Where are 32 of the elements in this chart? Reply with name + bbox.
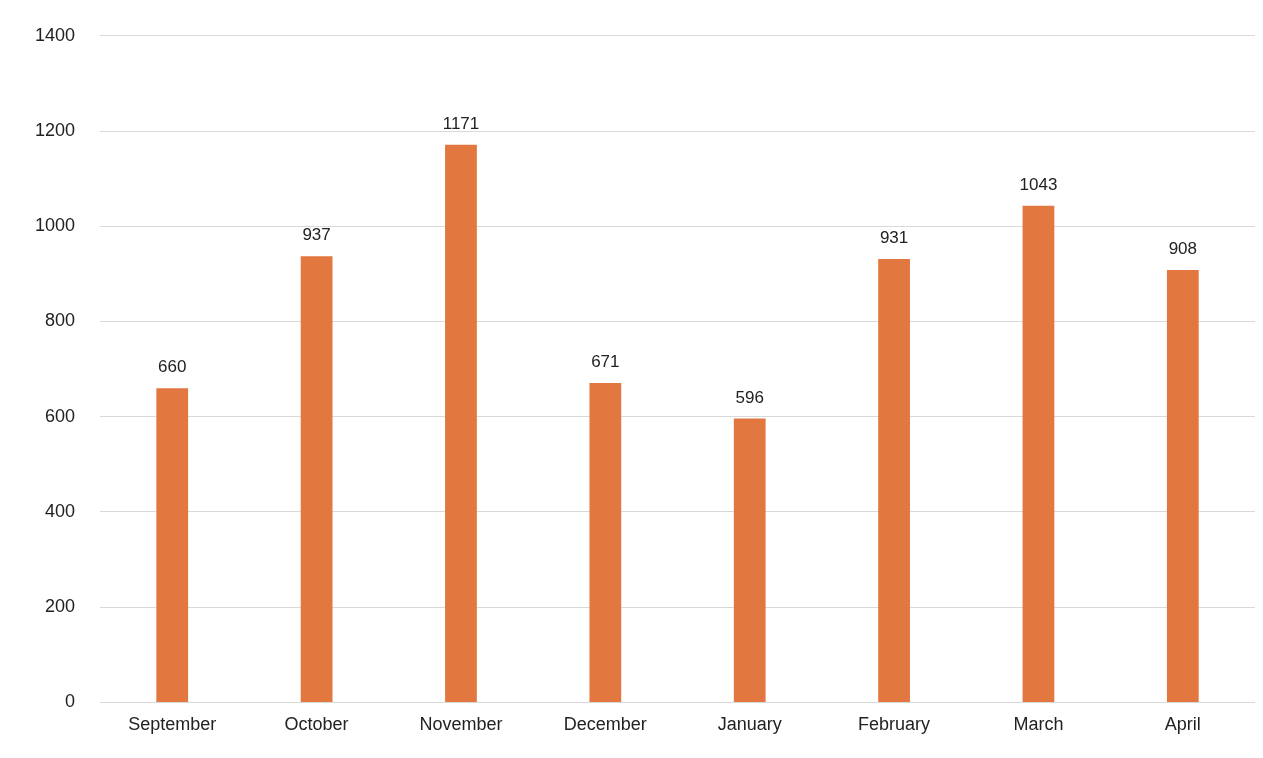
bar [878,259,910,702]
y-tick-label: 800 [45,310,76,331]
y-tick-label: 1200 [35,120,76,140]
y-tick-label: 0 [65,691,76,712]
x-tick-label: April [1164,714,1201,735]
data-label: 1043 [1019,174,1058,194]
bar [589,382,622,702]
x-tick-label: December [563,714,647,735]
bar [156,388,189,702]
x-tick-label: March [1013,714,1064,735]
y-tick-label: 600 [45,405,76,426]
data-label: 1171 [442,114,480,134]
bar [1166,270,1199,702]
y-tick-label: 1400 [35,24,76,45]
data-label: 671 [591,352,620,372]
y-tick-label: 200 [45,596,76,617]
bar [733,418,766,702]
bar [300,256,333,702]
x-tick-label: January [717,714,782,735]
y-tick-label: 400 [45,500,76,521]
x-tick-label: February [858,714,931,735]
bar [445,144,477,702]
data-label: 660 [158,357,187,377]
y-tick-label: 1000 [35,215,76,236]
data-label: 908 [1168,239,1197,259]
data-label: 937 [302,225,331,245]
x-tick-label: November [419,714,503,735]
x-tick-label: September [128,714,217,735]
x-tick-label: October [284,714,349,735]
bar [1022,205,1055,702]
data-label: 931 [879,228,909,248]
data-label: 596 [735,387,764,407]
